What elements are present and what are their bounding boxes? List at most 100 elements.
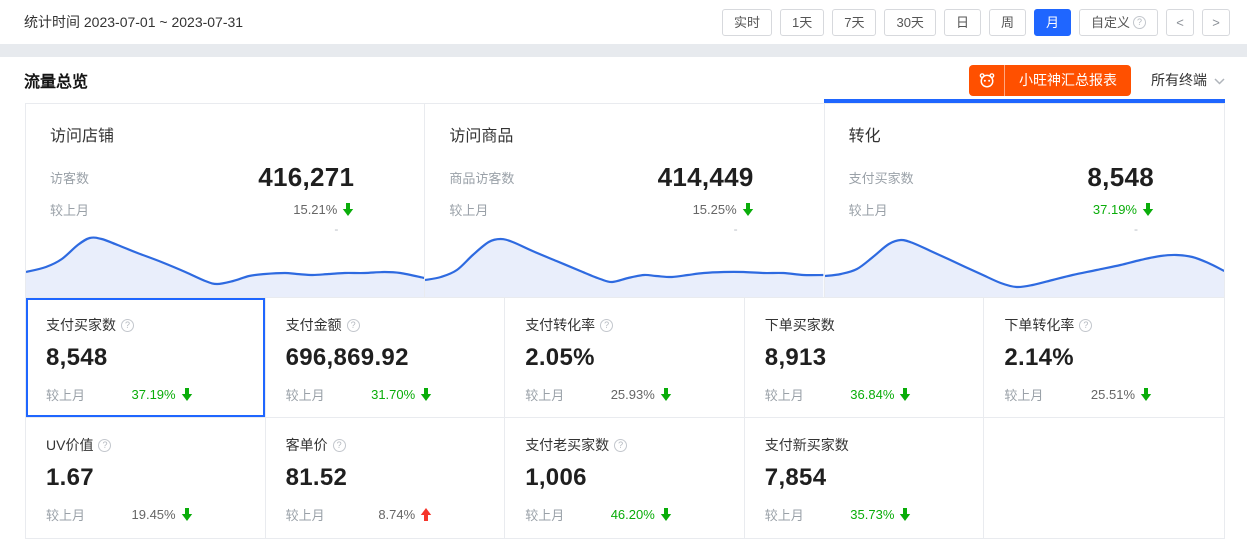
next-period-button[interactable]: > — [1202, 8, 1230, 36]
overview-cards-row: 访问店铺 访客数 416,271 较上月 15.21% - 访问商品 商品访客数… — [26, 99, 1226, 297]
metric-cell-order-conversion-rate[interactable]: 下单转化率 2.14% 较上月 25.51% — [984, 298, 1224, 418]
help-icon[interactable] — [600, 318, 614, 332]
card-title: 转化 — [848, 128, 881, 145]
cell-value: 1.67 — [46, 464, 94, 491]
change-percent: 15.25% — [692, 202, 737, 217]
compare-label: 较上月 — [50, 203, 90, 218]
range-button-realtime[interactable]: 实时 — [721, 8, 772, 36]
compare-label: 较上月 — [525, 508, 565, 523]
compare-label: 较上月 — [285, 508, 325, 523]
range-button-label: 1天 — [792, 14, 813, 30]
overview-card-visit-shop[interactable]: 访问店铺 访客数 416,271 较上月 15.21% - — [26, 104, 426, 297]
trend-arrow-icon — [660, 388, 672, 401]
cell-label: 支付转化率 — [525, 317, 596, 333]
range-button-label: 月 — [1045, 14, 1059, 30]
change-row: 15.25% — [658, 200, 754, 219]
compare-label: 较上月 — [848, 203, 888, 218]
range-button-label: 实时 — [733, 14, 760, 30]
change-percent: 15.21% — [293, 202, 338, 217]
compare-label: 较上月 — [285, 388, 325, 403]
trend-arrow-icon — [1140, 388, 1152, 401]
cell-value: 8,548 — [46, 344, 108, 371]
trend-arrow-icon — [899, 508, 911, 521]
cell-label: 下单买家数 — [764, 317, 835, 333]
cell-value: 2.05% — [525, 344, 595, 371]
range-button-30day[interactable]: 30天 — [884, 8, 936, 36]
range-button-label: 日 — [955, 14, 969, 30]
change-row: 15.21% — [258, 200, 354, 219]
cell-value: 7,854 — [764, 464, 827, 491]
metric-label: 商品访客数 — [449, 171, 515, 186]
trend-arrow-icon — [420, 508, 432, 521]
change-percent: 31.70% — [371, 387, 416, 402]
placeholder-dash: - — [1133, 222, 1138, 236]
cell-label: 支付老买家数 — [525, 437, 610, 453]
date-range-group: 实时 1天 7天 30天 日 周 月 自定义 < > — [721, 8, 1230, 36]
help-icon[interactable] — [332, 438, 346, 452]
range-button-month[interactable]: 月 — [1033, 8, 1071, 36]
trend-arrow-icon — [742, 203, 754, 216]
cell-label: UV价值 — [46, 437, 94, 453]
compare-label: 较上月 — [525, 388, 565, 403]
cell-value: 2.14% — [1004, 344, 1074, 371]
empty-cell — [984, 418, 1224, 538]
metric-value: 414,449 — [657, 162, 754, 192]
metric-cell-pay-buyers[interactable]: 支付买家数 8,548 较上月 37.19% — [26, 298, 266, 418]
placeholder-dash: - — [334, 222, 339, 236]
change-percent: 25.93% — [610, 387, 655, 402]
cell-label: 支付买家数 — [46, 317, 116, 333]
card-title: 访问商品 — [449, 128, 514, 145]
compare-label: 较上月 — [764, 508, 804, 523]
metric-grid: 支付买家数 8,548 较上月 37.19% 支付金额 696,869.92 较上月 31.7… — [26, 297, 1224, 538]
trend-arrow-icon — [899, 388, 911, 401]
metric-cell-new-pay-buyers[interactable]: 支付新买家数 7,854 较上月 35.73% — [745, 418, 985, 538]
range-button-7day[interactable]: 7天 — [832, 8, 877, 36]
change-percent: 46.20% — [610, 507, 655, 522]
range-button-label: 30天 — [896, 14, 924, 30]
metric-cell-pay-conversion-rate[interactable]: 支付转化率 2.05% 较上月 25.93% — [505, 298, 745, 418]
metric-cell-old-pay-buyers[interactable]: 支付老买家数 1,006 较上月 46.20% — [505, 418, 745, 538]
change-percent: 25.51% — [1090, 387, 1135, 402]
terminal-dropdown[interactable]: 所有终端 — [1151, 70, 1225, 90]
cell-label: 支付金额 — [285, 317, 342, 333]
metric-cell-order-buyers[interactable]: 下单买家数 8,913 较上月 36.84% — [744, 298, 985, 418]
cell-value: 81.52 — [285, 464, 348, 491]
metric-value: 416,271 — [258, 162, 355, 192]
cell-value: 696,869.92 — [285, 344, 409, 371]
help-icon[interactable] — [98, 438, 112, 452]
metric-cell-avg-order-value[interactable]: 客单价 81.52 较上月 8.74% — [266, 418, 506, 538]
prev-period-button[interactable]: < — [1166, 8, 1194, 36]
wangshen-report-button[interactable]: 小旺神汇总报表 — [969, 64, 1131, 96]
range-button-label: 自定义 — [1090, 14, 1130, 30]
cell-label: 下单转化率 — [1004, 317, 1075, 333]
trend-arrow-icon — [660, 508, 672, 521]
metric-cell-uv-value[interactable]: UV价值 1.67 较上月 19.45% — [26, 418, 266, 538]
chevron-right-icon: > — [1212, 14, 1220, 30]
help-icon — [1133, 15, 1146, 29]
help-icon[interactable] — [346, 318, 360, 332]
traffic-overview-panel: 访问店铺 访客数 416,271 较上月 15.21% - 访问商品 商品访客数… — [25, 99, 1226, 539]
metric-cell-pay-amount[interactable]: 支付金额 696,869.92 较上月 31.70% — [265, 298, 506, 418]
overview-card-visit-product[interactable]: 访问商品 商品访客数 414,449 较上月 15.25% - — [425, 104, 825, 297]
topbar: 统计时间 2023-07-01 ~ 2023-07-31 实时 1天 7天 30… — [0, 0, 1247, 44]
sparkline-chart — [26, 236, 425, 297]
report-button-label: 小旺神汇总报表 — [1019, 72, 1117, 88]
compare-label: 较上月 — [1004, 388, 1044, 403]
change-percent: 35.73% — [850, 507, 895, 522]
range-button-custom[interactable]: 自定义 — [1078, 8, 1158, 36]
change-percent: 19.45% — [131, 507, 176, 522]
help-icon[interactable] — [121, 318, 134, 332]
overview-card-conversion[interactable]: 转化 支付买家数 8,548 较上月 37.19% - — [823, 99, 1226, 297]
cell-label: 客单价 — [285, 437, 328, 453]
section-divider — [0, 44, 1247, 57]
range-button-week[interactable]: 周 — [988, 8, 1026, 36]
help-icon[interactable] — [1079, 318, 1093, 332]
change-percent: 37.19% — [131, 387, 176, 402]
compare-label: 较上月 — [764, 388, 804, 403]
metric-value: 8,548 — [1087, 162, 1154, 192]
range-button-1day[interactable]: 1天 — [780, 8, 825, 36]
cell-value: 1,006 — [525, 464, 587, 491]
range-button-day[interactable]: 日 — [943, 8, 981, 36]
card-title: 访问店铺 — [50, 128, 115, 145]
help-icon[interactable] — [614, 438, 628, 452]
